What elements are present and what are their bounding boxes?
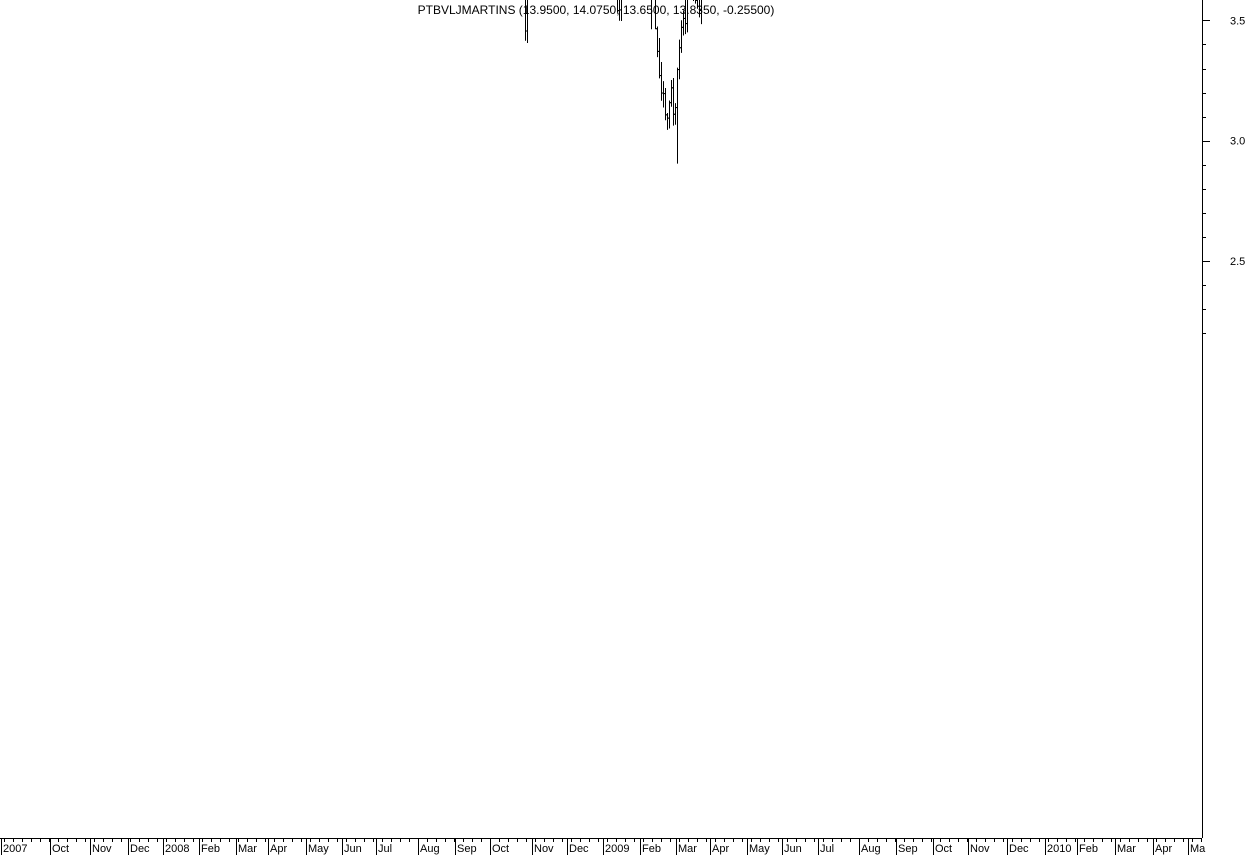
- ohlc-bar: [668, 100, 671, 129]
- x-tick-label: Jun: [344, 843, 362, 855]
- y-axis: 2.53.03.54.04.55.05.56.06.57.07.58.08.59…: [1202, 0, 1245, 838]
- x-tick-label: Apr: [712, 843, 729, 855]
- y-tick-label: 3.0: [1230, 136, 1245, 148]
- ohlc-bar: [699, 0, 701, 18]
- ohlc-bar: [526, 0, 528, 44]
- ohlc-bar: [682, 10, 685, 36]
- x-tick-label: Aug: [420, 843, 440, 855]
- x-tick-label: May: [308, 843, 329, 855]
- ohlc-bar: [672, 78, 675, 126]
- ohlc-bar: [678, 39, 681, 80]
- x-tick-label: Dec: [569, 843, 589, 855]
- x-tick-label: Dec: [1009, 843, 1029, 855]
- ohlc-bar: [664, 88, 667, 121]
- x-tick-label: Oct: [935, 843, 952, 855]
- x-tick-label: Mar: [238, 843, 257, 855]
- ohlc-bar: [525, 0, 527, 41]
- x-tick-label: Sep: [898, 843, 918, 855]
- ohlc-bar: [674, 103, 677, 125]
- ohlc-bar: [676, 67, 679, 164]
- ohlc-bar: [684, 0, 687, 35]
- x-tick-label: Jul: [820, 843, 834, 855]
- x-tick-label: Oct: [492, 843, 509, 855]
- ohlc-bar: [696, 0, 698, 9]
- x-tick-label: Jun: [784, 843, 802, 855]
- x-tick-label: Aug: [861, 843, 881, 855]
- ohlc-bar: [680, 20, 683, 53]
- x-tick-label: Mar: [678, 843, 697, 855]
- x-tick-label: Nov: [534, 843, 554, 855]
- ohlc-bar: [670, 80, 673, 107]
- x-tick-label: Mar: [1117, 843, 1136, 855]
- ohlc-bar: [656, 26, 659, 58]
- ohlc-bar: [700, 0, 702, 25]
- x-axis: 2007 Oct Nov Dec 2008 Feb Mar Apr May Jun Jul Aug Se…: [0, 838, 1206, 855]
- ohlc-bar: [693, 0, 694, 2]
- x-tick-label: Jul: [378, 843, 392, 855]
- ohlc-bar: [655, 0, 657, 30]
- x-tick-label: Sep: [457, 843, 477, 855]
- ohlc-bar: [620, 0, 622, 21]
- ohlc-bars: [525, 0, 702, 164]
- ohlc-bar: [686, 0, 688, 33]
- x-tick-label: 2007: [3, 843, 27, 855]
- x-tick-label: Apr: [1155, 843, 1172, 855]
- ohlc-bar: [662, 81, 665, 108]
- ohlc-bar: [658, 37, 661, 79]
- x-tick-label: Nov: [92, 843, 112, 855]
- x-tick-label: Oct: [52, 843, 69, 855]
- x-tick-label: Dec: [130, 843, 150, 855]
- x-tick-label: Nov: [970, 843, 990, 855]
- x-tick-label: Feb: [642, 843, 661, 855]
- x-tick-label: 2008: [165, 843, 189, 855]
- x-tick-label: Apr: [270, 843, 287, 855]
- ohlc-bar: [666, 113, 669, 130]
- ohlc-bar: [651, 0, 652, 30]
- x-tick-label: Ma: [1190, 843, 1206, 855]
- x-tick-label: 2009: [605, 843, 629, 855]
- ohlc-bar: [660, 61, 663, 101]
- y-tick-label: 2.5: [1230, 256, 1245, 268]
- x-tick-label: Feb: [1079, 843, 1098, 855]
- x-tick-label: May: [749, 843, 770, 855]
- y-tick-label: 3.5: [1230, 15, 1245, 27]
- x-tick-label: Feb: [201, 843, 220, 855]
- x-tick-label: 2010: [1047, 843, 1071, 855]
